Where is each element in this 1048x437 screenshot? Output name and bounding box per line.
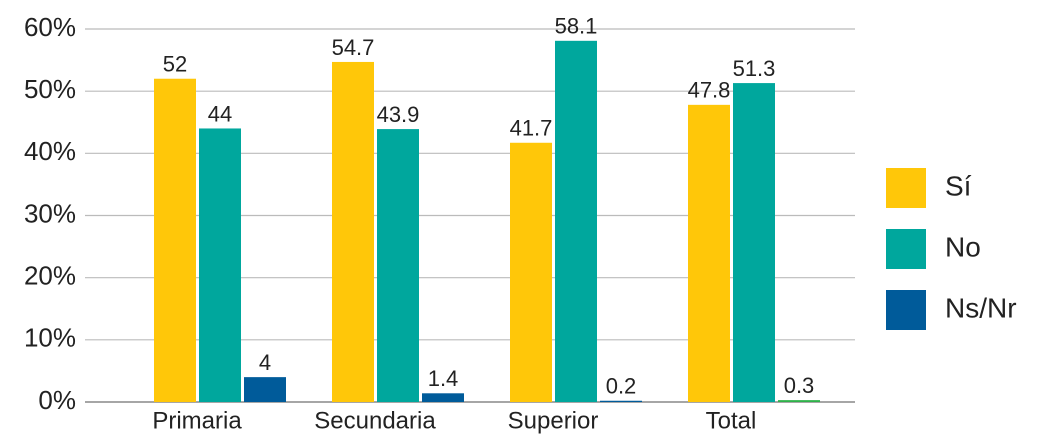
data-label: 1.4 xyxy=(428,366,459,391)
bar xyxy=(688,104,730,403)
y-tick-label: 50% xyxy=(24,74,76,104)
bar xyxy=(154,78,196,402)
bar xyxy=(778,400,820,402)
y-tick-label: 40% xyxy=(24,136,76,166)
bar xyxy=(733,83,775,403)
data-label: 47.8 xyxy=(688,78,731,103)
x-tick-label: Superior xyxy=(508,407,599,434)
legend-swatch xyxy=(886,290,926,330)
bar xyxy=(600,400,642,402)
legend-label: Sí xyxy=(945,170,972,201)
data-label: 51.3 xyxy=(733,56,776,81)
x-tick-label: Secundaria xyxy=(314,407,436,434)
y-tick-label: 10% xyxy=(24,323,76,353)
y-tick-label: 60% xyxy=(24,12,76,42)
bar xyxy=(422,393,464,402)
data-label: 44 xyxy=(208,101,232,126)
data-label: 54.7 xyxy=(332,35,375,60)
data-label: 58.1 xyxy=(555,14,598,39)
data-label: 4 xyxy=(259,350,271,375)
y-tick-label: 0% xyxy=(38,385,76,415)
y-tick-label: 30% xyxy=(24,198,76,228)
x-tick-label: Primaria xyxy=(152,407,242,434)
x-tick-label: Total xyxy=(706,407,757,434)
data-label: 0.3 xyxy=(784,373,815,398)
bar xyxy=(377,129,419,403)
legend-swatch xyxy=(886,168,926,208)
bar xyxy=(244,377,286,402)
bar xyxy=(332,61,374,402)
data-label: 52 xyxy=(163,52,187,77)
bar xyxy=(555,40,597,402)
legend-label: Ns/Nr xyxy=(945,292,1017,323)
legend-swatch xyxy=(886,229,926,269)
data-label: 43.9 xyxy=(377,102,420,127)
bar xyxy=(510,142,552,402)
data-label: 41.7 xyxy=(510,116,553,141)
legend-label: No xyxy=(945,231,981,262)
y-tick-label: 20% xyxy=(24,261,76,291)
data-label: 0.2 xyxy=(606,374,637,399)
bar xyxy=(199,128,241,402)
